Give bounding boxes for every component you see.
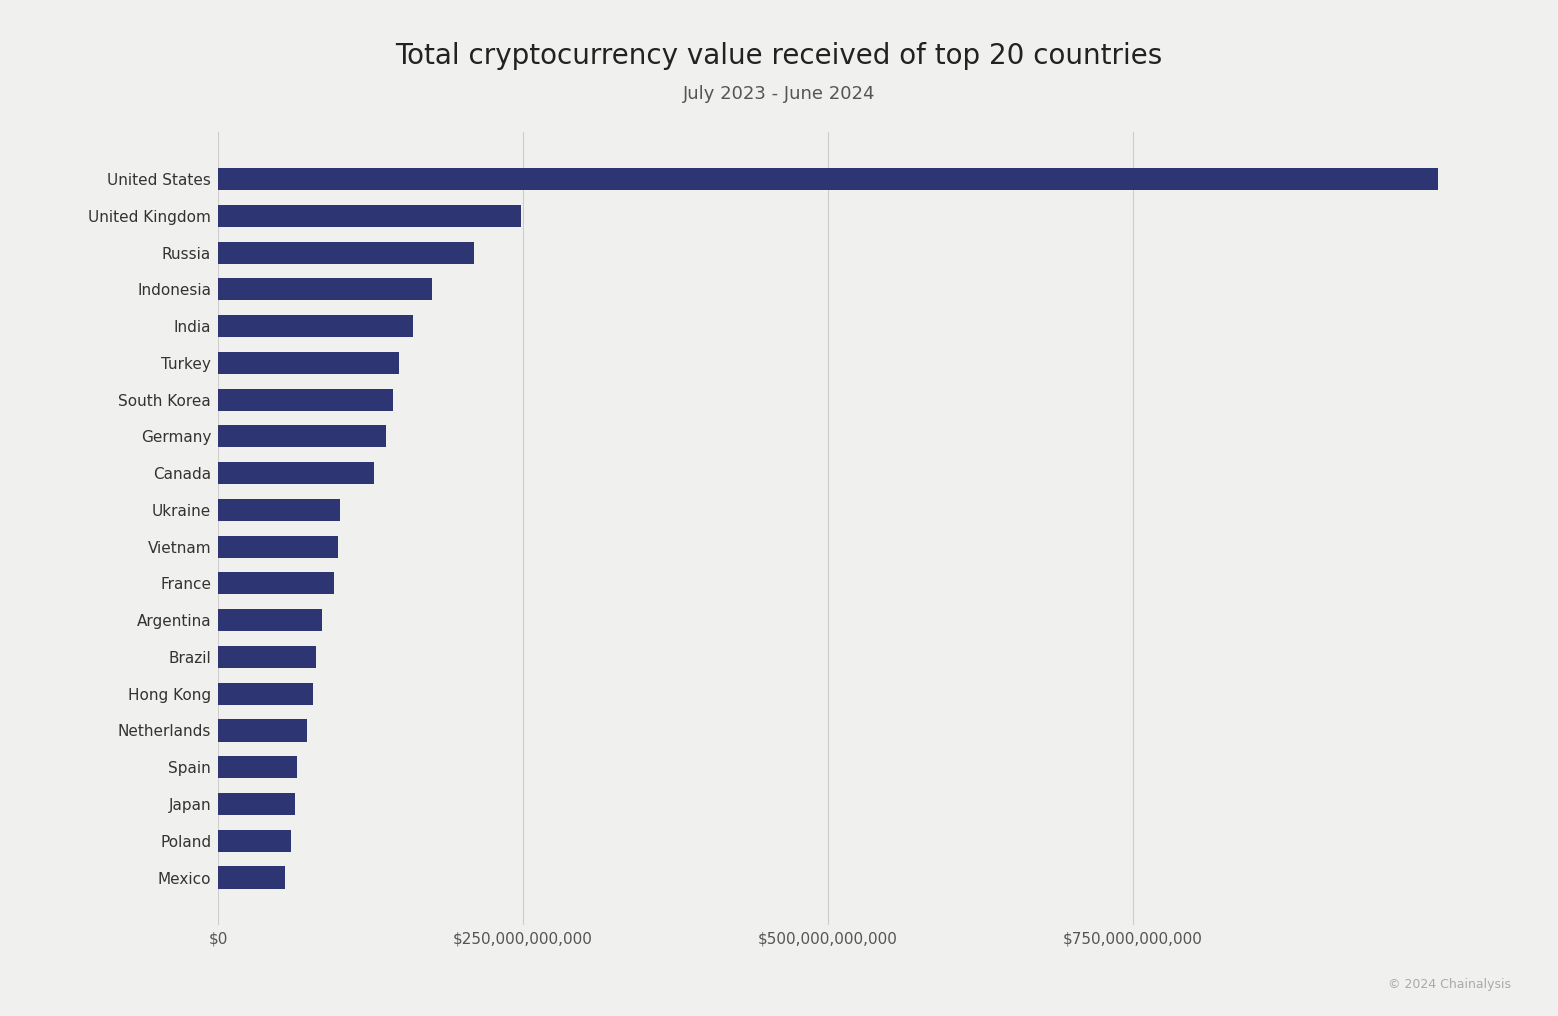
Bar <box>218 242 474 264</box>
Bar <box>218 719 307 742</box>
Bar <box>218 756 298 778</box>
Bar <box>218 168 1438 190</box>
Bar <box>218 352 399 374</box>
Bar <box>218 830 291 851</box>
Bar <box>218 572 333 594</box>
Bar <box>218 646 316 668</box>
Bar <box>218 610 323 631</box>
Bar <box>218 278 432 301</box>
Text: July 2023 - June 2024: July 2023 - June 2024 <box>682 85 876 104</box>
Bar <box>218 462 374 485</box>
Bar <box>218 867 285 889</box>
Bar <box>218 315 413 337</box>
Bar <box>218 389 393 410</box>
Bar <box>218 535 338 558</box>
Text: © 2024 Chainalysis: © 2024 Chainalysis <box>1388 977 1511 991</box>
Bar <box>218 683 313 705</box>
Text: Total cryptocurrency value received of top 20 countries: Total cryptocurrency value received of t… <box>396 42 1162 70</box>
Bar <box>218 499 340 521</box>
Bar <box>218 205 520 227</box>
Bar <box>218 792 294 815</box>
Bar <box>218 426 386 447</box>
